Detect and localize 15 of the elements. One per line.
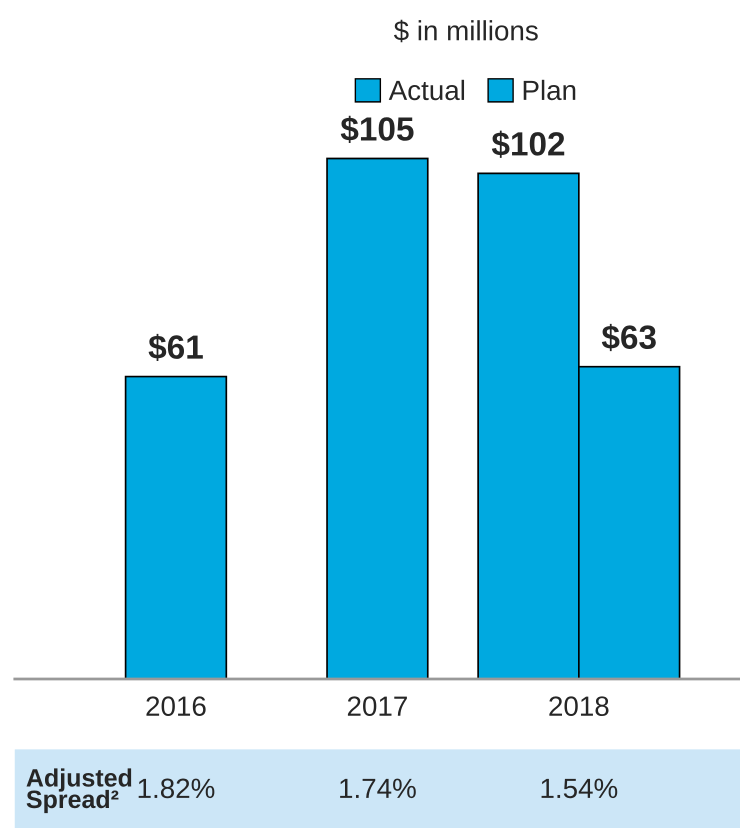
data-label: $105 (340, 116, 414, 143)
data-label: $102 (492, 130, 564, 158)
x-tick-label: 2017 (348, 696, 407, 716)
text: 1.54% (542, 778, 618, 798)
legend-label: Actual (388, 80, 464, 100)
text: Adjusted Spread² (26, 768, 132, 814)
chart-subtitle: $ in millions (394, 20, 538, 42)
data-label: $63 (602, 324, 656, 352)
x-tick-label: 2018 (549, 696, 609, 716)
legend-label: Plan (524, 80, 576, 100)
bar (124, 376, 228, 679)
data-label: $61 (148, 334, 203, 362)
x-tick-label: 2016 (146, 696, 206, 716)
text: 1.74% (340, 778, 416, 798)
text: 1.82% (138, 778, 214, 798)
